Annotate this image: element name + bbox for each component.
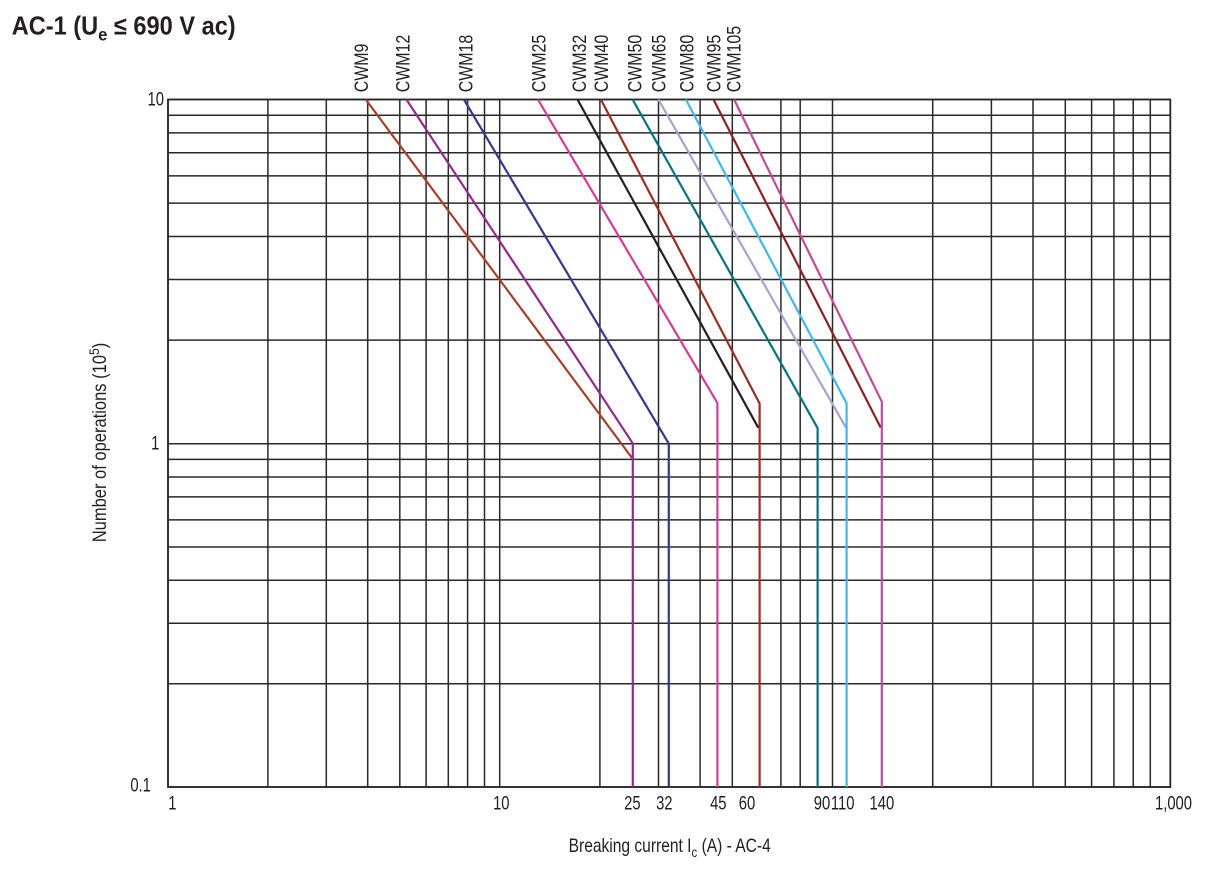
svg-text:110: 110 (831, 793, 855, 814)
svg-text:10: 10 (148, 89, 164, 110)
svg-text:CWM65: CWM65 (648, 34, 670, 92)
svg-text:1: 1 (151, 433, 159, 454)
svg-text:1,000: 1,000 (1155, 793, 1192, 814)
svg-text:Number of operations (105): Number of operations (105) (86, 343, 110, 543)
svg-text:25: 25 (624, 793, 640, 814)
svg-text:CWM18: CWM18 (455, 35, 477, 93)
svg-text:AC-1 (Ue ≤ 690 V ac): AC-1 (Ue ≤ 690 V ac) (12, 13, 236, 45)
svg-text:CWM12: CWM12 (392, 35, 414, 93)
svg-text:140: 140 (870, 793, 895, 814)
svg-text:1: 1 (168, 793, 176, 814)
svg-text:10: 10 (493, 793, 509, 814)
svg-text:CWM95: CWM95 (703, 34, 725, 92)
svg-text:0.1: 0.1 (130, 775, 151, 796)
svg-text:Breaking current Ic (A) - AC-4: Breaking current Ic (A) - AC-4 (569, 834, 771, 860)
svg-text:CWM32: CWM32 (569, 35, 591, 93)
svg-text:CWM105: CWM105 (723, 26, 745, 93)
svg-text:CWM25: CWM25 (528, 34, 550, 92)
svg-text:CWM80: CWM80 (676, 34, 698, 92)
svg-text:32: 32 (656, 793, 672, 814)
svg-text:90: 90 (814, 793, 830, 814)
svg-text:45: 45 (710, 793, 726, 814)
svg-text:CWM50: CWM50 (624, 34, 646, 92)
svg-text:CWM9: CWM9 (351, 44, 373, 93)
svg-text:60: 60 (739, 793, 755, 814)
svg-text:CWM40: CWM40 (590, 34, 612, 92)
